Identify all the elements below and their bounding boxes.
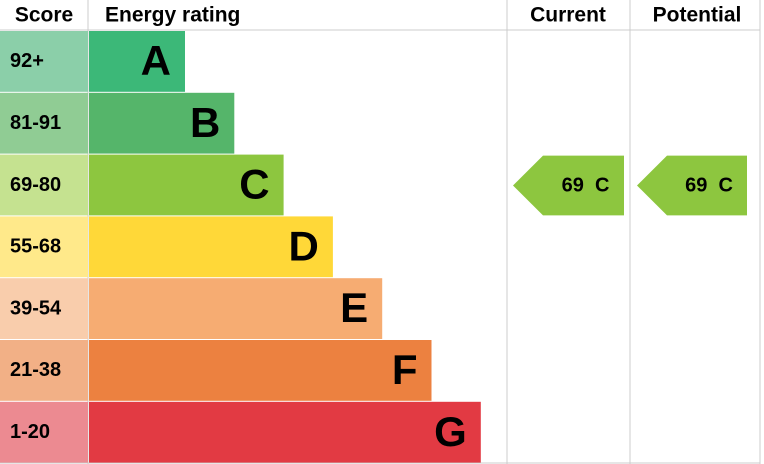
- header-current: Current: [530, 4, 606, 27]
- current-arrow: [513, 155, 624, 216]
- score-cell: [0, 401, 88, 463]
- score-label: 1-20: [10, 421, 50, 443]
- rating-bar: [89, 340, 432, 401]
- score-cell: [0, 216, 88, 278]
- score-label: 69-80: [10, 174, 61, 196]
- current-label: 69 C: [562, 175, 610, 197]
- rating-bar: [89, 154, 284, 216]
- rating-letter: B: [190, 99, 220, 146]
- score-cell: [0, 340, 88, 401]
- current-score: 69: [562, 175, 584, 197]
- rating-bar: [89, 31, 185, 92]
- rating-bar: [89, 401, 481, 463]
- score-label: 81-91: [10, 112, 61, 134]
- score-label: 92+: [10, 50, 44, 72]
- score-cell: [0, 92, 88, 154]
- potential-label: 69 C: [685, 175, 733, 197]
- rating-bar: [89, 92, 235, 154]
- potential-band: C: [718, 175, 732, 197]
- rating-letter: F: [392, 346, 418, 393]
- header-score: Score: [15, 4, 73, 27]
- score-label: 39-54: [10, 297, 62, 319]
- header-rating: Energy rating: [105, 4, 240, 27]
- potential-arrow: [637, 155, 747, 216]
- potential-score: 69: [685, 175, 707, 197]
- score-cell: [0, 278, 88, 339]
- score-cell: [0, 154, 88, 216]
- current-band: C: [595, 175, 609, 197]
- score-label: 55-68: [10, 236, 61, 258]
- rating-letter: G: [434, 408, 467, 455]
- rating-bar: [89, 216, 333, 278]
- score-cell: [0, 31, 88, 92]
- rating-letter: A: [141, 37, 171, 84]
- rating-bar: [89, 278, 383, 339]
- rating-letter: C: [239, 161, 269, 208]
- header-potential: Potential: [653, 4, 742, 27]
- score-label: 21-38: [10, 359, 61, 381]
- rating-letter: D: [289, 222, 319, 269]
- rating-letter: E: [340, 284, 368, 331]
